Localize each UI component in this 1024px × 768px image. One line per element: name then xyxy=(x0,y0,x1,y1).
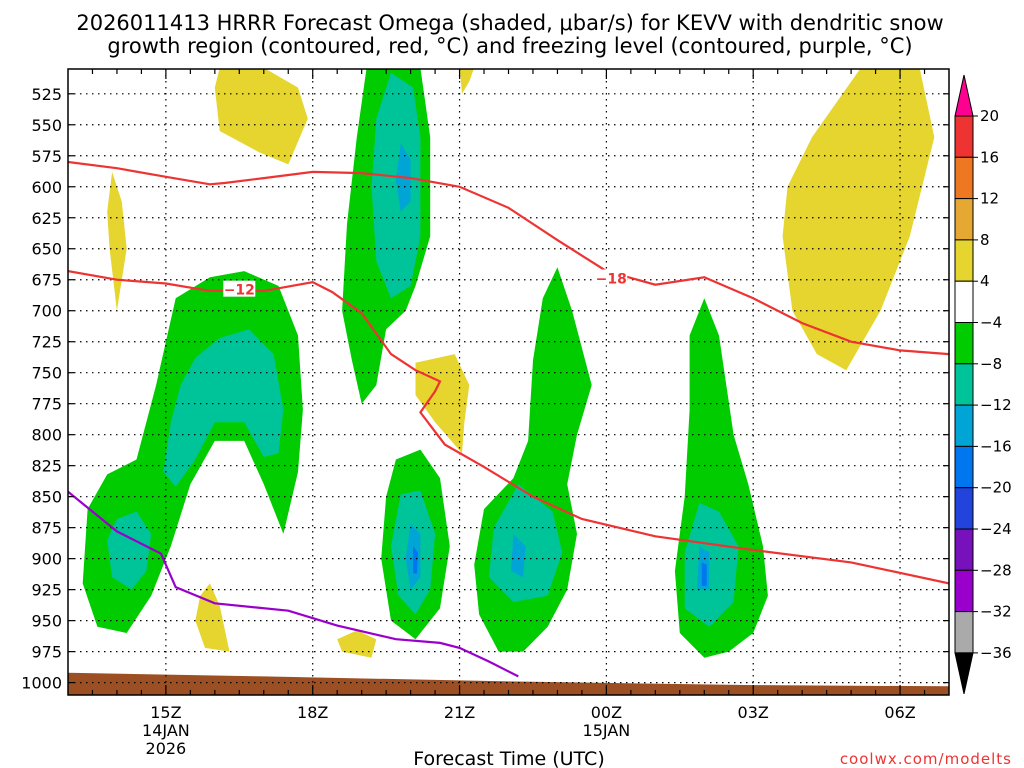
y-tick-label: 675 xyxy=(31,271,62,290)
colorbar-swatch xyxy=(954,198,974,241)
y-tick-label: 925 xyxy=(31,581,62,600)
y-tick-label: 575 xyxy=(31,147,62,166)
y-tick-label: 750 xyxy=(31,364,62,383)
gridlines xyxy=(68,69,949,695)
colorbar-label: −20 xyxy=(980,479,1012,497)
y-tick-label: 850 xyxy=(31,488,62,507)
colorbar-swatch xyxy=(954,404,974,447)
omega-yellow-area xyxy=(214,69,308,165)
omega-teal-area xyxy=(163,329,284,487)
x-tick-date: 14JAN xyxy=(142,721,190,740)
omega-yellow-area xyxy=(415,354,470,454)
y-tick-label: 900 xyxy=(31,550,62,569)
contour-label: −18 xyxy=(596,271,627,287)
colorbar: 20 16 12 8 4 −4 −8 −12 −16 −20 −24 −28 −32 −36 xyxy=(954,74,1012,695)
colorbar-label: −28 xyxy=(980,561,1012,579)
colorbar-label: −32 xyxy=(980,603,1012,621)
colorbar-swatch xyxy=(954,322,974,365)
x-axis-label: Forecast Time (UTC) xyxy=(413,748,604,768)
plot-area: −12 −18 xyxy=(67,68,950,696)
colorbar-label: 4 xyxy=(980,272,990,290)
omega-shading xyxy=(68,69,949,695)
y-tick-label: 875 xyxy=(31,519,62,538)
x-tick-label: 21Z xyxy=(444,703,475,722)
freezing-level-contour xyxy=(68,490,519,678)
omega-yellow-area xyxy=(459,69,474,94)
y-tick-label: 950 xyxy=(31,612,62,631)
colorbar-swatch xyxy=(954,611,974,654)
x-tick-label: 06Z xyxy=(884,703,915,722)
colorbar-label: 20 xyxy=(980,107,999,125)
omega-teal-area xyxy=(488,484,563,602)
omega-yellow-area xyxy=(782,69,935,371)
y-tick-label: 1000 xyxy=(21,674,62,693)
colorbar-label: 16 xyxy=(980,148,999,166)
colorbar-swatch xyxy=(954,445,974,489)
omega-yellow-area xyxy=(195,583,230,652)
chart-title-line1: 2026011413 HRRR Forecast Omega (shaded, … xyxy=(76,11,943,35)
omega-cyan-area xyxy=(510,533,526,578)
terrain-area xyxy=(68,672,949,695)
y-tick-label: 550 xyxy=(31,116,62,135)
colorbar-swatch xyxy=(954,528,974,571)
colorbar-label: 8 xyxy=(980,231,990,249)
x-tick-year: 2026 xyxy=(146,739,187,758)
x-tick-date: 15JAN xyxy=(583,721,631,740)
x-tick-label: 00Z xyxy=(591,703,622,722)
y-tick-label: 975 xyxy=(31,643,62,662)
y-tick-label: 625 xyxy=(31,209,62,228)
chart-title-line2: growth region (contoured, red, °C) and f… xyxy=(107,34,912,58)
y-tick-label: 800 xyxy=(31,426,62,445)
colorbar-swatch xyxy=(954,156,974,200)
colorbar-label: −4 xyxy=(980,314,1002,332)
colorbar-label: −24 xyxy=(980,520,1012,538)
colorbar-label: −36 xyxy=(980,644,1012,662)
colorbar-swatch xyxy=(954,239,974,282)
y-tick-label: 775 xyxy=(31,395,62,414)
contour-label-bg xyxy=(223,280,256,297)
omega-yellow-area xyxy=(337,630,377,658)
y-tick-label: 525 xyxy=(31,85,62,104)
omega-teal-area xyxy=(684,502,739,627)
colorbar-top-arrow xyxy=(954,74,974,117)
contour-label-bg xyxy=(595,269,628,286)
colorbar-label: −12 xyxy=(980,396,1012,414)
contour-lines: −12 −18 xyxy=(68,160,949,678)
x-tick-label: 15Z xyxy=(150,703,181,722)
y-tick-label: 825 xyxy=(31,457,62,476)
colorbar-label: 12 xyxy=(980,190,999,208)
y-tick-label: 600 xyxy=(31,178,62,197)
colorbar-swatch xyxy=(954,363,974,406)
omega-blue-area xyxy=(413,546,418,574)
dgz-contour-upper xyxy=(68,160,949,356)
omega-teal-area xyxy=(371,72,421,299)
colorbar-label: −8 xyxy=(980,355,1002,373)
x-tick-label: 18Z xyxy=(297,703,328,722)
credit-link[interactable]: coolwx.com/modelts xyxy=(840,750,1012,768)
colorbar-bottom-arrow xyxy=(954,652,974,695)
omega-yellow-area xyxy=(107,171,127,311)
contour-label: −12 xyxy=(224,283,255,299)
omega-blue-area xyxy=(701,562,707,586)
colorbar-swatch xyxy=(954,115,974,158)
colorbar-swatch xyxy=(954,569,974,613)
y-tick-label: 725 xyxy=(31,333,62,352)
colorbar-swatch xyxy=(954,280,974,324)
y-tick-label: 650 xyxy=(31,240,62,259)
colorbar-label: −16 xyxy=(980,437,1012,455)
y-tick-label: 700 xyxy=(31,302,62,321)
x-tick-label: 03Z xyxy=(738,703,769,722)
colorbar-swatch xyxy=(954,487,974,530)
y-axis: 525 550 575 600 625 650 675 700 725 750 775 800 825 8… xyxy=(21,85,949,693)
